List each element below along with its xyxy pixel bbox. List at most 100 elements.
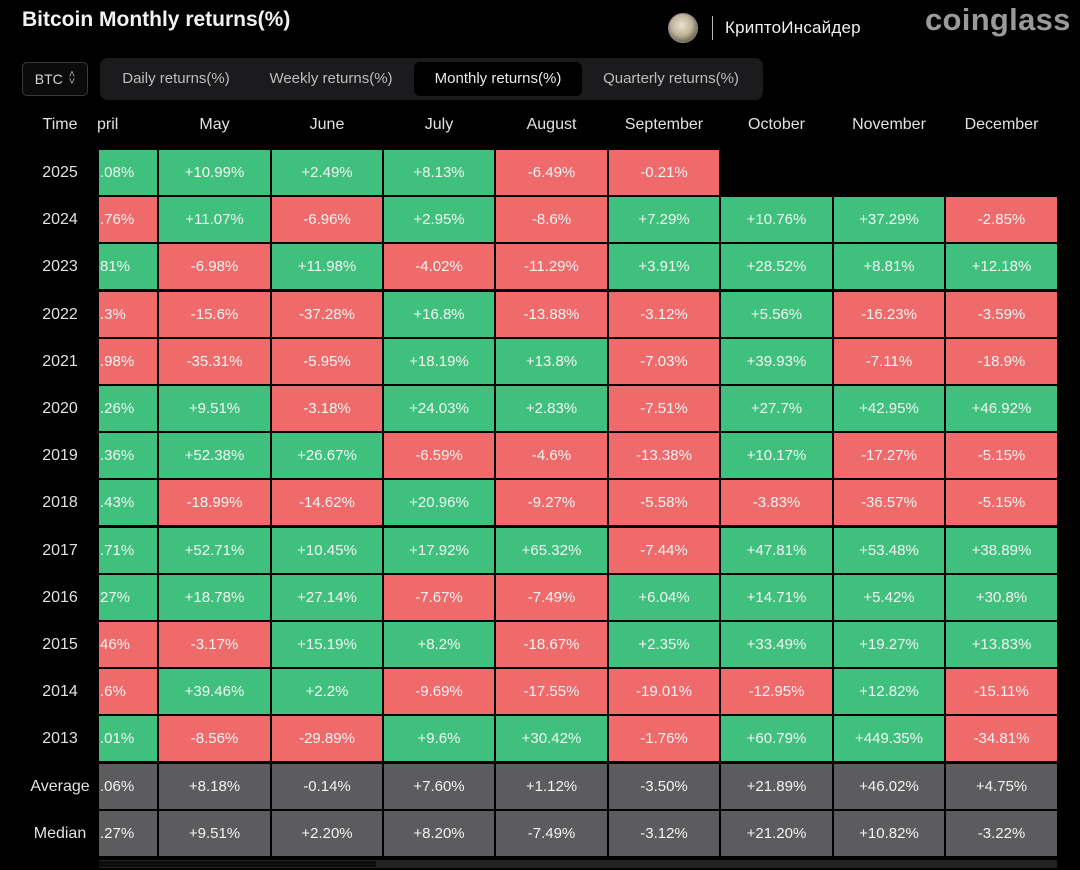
return-cell: +52.38% — [159, 433, 270, 479]
return-cell: +9.6% — [384, 716, 494, 762]
return-cell: -36.57% — [834, 480, 944, 526]
return-cell: +53.48% — [834, 527, 944, 573]
return-cell: -35.31% — [159, 338, 270, 384]
return-cell: +15.19% — [272, 622, 382, 667]
return-cell: .71% — [99, 527, 157, 573]
return-cell: 27% — [99, 574, 157, 620]
return-cell: +17.92% — [384, 527, 494, 573]
return-cell: +52.71% — [159, 527, 270, 573]
column-header: August — [526, 116, 577, 133]
summary-cell: +8.18% — [159, 763, 270, 809]
return-cell: .43% — [99, 480, 157, 526]
column-header: November — [852, 116, 926, 133]
page-title: Bitcoin Monthly returns(%) — [22, 8, 291, 31]
summary-cell: +2.20% — [272, 810, 382, 856]
return-cell: +2.95% — [384, 197, 494, 243]
return-cell: -3.12% — [609, 291, 719, 337]
return-cell: -3.83% — [721, 480, 832, 526]
return-cell: +2.2% — [272, 669, 382, 715]
summary-cell: +7.60% — [384, 763, 494, 809]
return-cell: -8.6% — [496, 197, 607, 243]
year-row-label: 2025 — [42, 164, 78, 181]
return-cell: -0.21% — [609, 150, 719, 195]
summary-cell: .06% — [99, 763, 157, 809]
return-cell: +449.35% — [834, 716, 944, 762]
scrollbar-thumb[interactable] — [99, 861, 376, 867]
return-cell: .3% — [99, 291, 157, 337]
return-cell: +27.14% — [272, 574, 382, 620]
year-row-label: 2022 — [42, 305, 78, 323]
return-cell: +2.83% — [496, 386, 607, 431]
tab-monthly-returns[interactable]: Monthly returns(%) — [414, 62, 582, 96]
return-cell: -9.27% — [496, 480, 607, 526]
column-header: pril — [97, 116, 119, 133]
summary-cell: -3.12% — [609, 810, 719, 856]
summary-cell: +1.12% — [496, 763, 607, 809]
return-cell: +26.67% — [272, 433, 382, 479]
return-cell: -18.99% — [159, 480, 270, 526]
row-header-time: Time — [42, 116, 78, 133]
return-cell: -15.6% — [159, 291, 270, 337]
summary-row-label: Median — [33, 824, 87, 842]
return-cell: -8.56% — [159, 716, 270, 762]
returns-table: Time pril May June July August September Octob… — [0, 108, 1080, 870]
horizontal-scrollbar[interactable] — [99, 860, 1057, 868]
return-cell: +39.93% — [721, 338, 832, 384]
return-cell: -11.29% — [496, 244, 607, 290]
brand-name: КриптоИнсайдер — [725, 18, 861, 37]
year-row-label: 2020 — [42, 400, 78, 417]
return-cell: +12.82% — [834, 669, 944, 715]
return-cell: +14.71% — [721, 574, 832, 620]
return-cell: -14.62% — [272, 480, 382, 526]
summary-cell: -7.49% — [496, 810, 607, 856]
return-cell: -5.58% — [609, 480, 719, 526]
summary-row-label: Average — [30, 777, 90, 795]
return-cell: -3.59% — [946, 291, 1057, 337]
return-cell: +18.19% — [384, 338, 494, 384]
return-cell: -13.38% — [609, 433, 719, 479]
return-cell: +20.96% — [384, 480, 494, 526]
return-cell: -6.59% — [384, 433, 494, 479]
return-cell: .6% — [99, 669, 157, 715]
return-cell: +39.46% — [159, 669, 270, 715]
return-cell: +10.45% — [272, 527, 382, 573]
tab-daily-returns[interactable]: Daily returns(%) — [122, 70, 230, 87]
summary-cell: +10.82% — [834, 810, 944, 856]
chevron-up-down-icon: ˄ ˅ — [68, 69, 76, 88]
return-cell: 81% — [99, 244, 157, 290]
year-row-label: 2023 — [42, 258, 78, 276]
return-cell: +8.81% — [834, 244, 944, 290]
return-cell: -4.02% — [384, 244, 494, 290]
return-cell: -7.51% — [609, 386, 719, 431]
coin-select[interactable]: BTC ˄ ˅ — [22, 62, 88, 96]
return-cell: +60.79% — [721, 716, 832, 762]
summary-cell: +46.02% — [834, 763, 944, 809]
return-cell: -15.11% — [946, 669, 1057, 715]
return-cell: +11.07% — [159, 197, 270, 243]
return-cell: .36% — [99, 433, 157, 479]
return-cell: +16.8% — [384, 291, 494, 337]
return-cell: +10.99% — [159, 150, 270, 195]
summary-cell: +21.89% — [721, 763, 832, 809]
return-cell: -9.69% — [384, 669, 494, 715]
return-cell: +3.91% — [609, 244, 719, 290]
return-cell: .76% — [99, 197, 157, 243]
coinglass-logo: coinglass — [925, 2, 1071, 37]
return-cell: .26% — [99, 386, 157, 431]
return-cell: +42.95% — [834, 386, 944, 431]
tab-quarterly-returns[interactable]: Quarterly returns(%) — [603, 70, 739, 87]
return-cell: -7.44% — [609, 527, 719, 573]
return-cell: -6.98% — [159, 244, 270, 290]
summary-cell: +8.20% — [384, 810, 494, 856]
brand-watermark: КриптоИнсайдер — [668, 12, 861, 44]
return-cell: -17.55% — [496, 669, 607, 715]
return-cell: +8.13% — [384, 150, 494, 195]
return-cell: -34.81% — [946, 716, 1057, 762]
return-cell: +5.56% — [721, 291, 832, 337]
tab-weekly-returns[interactable]: Weekly returns(%) — [269, 70, 393, 87]
year-row-label: 2019 — [42, 447, 78, 465]
return-cell: +65.32% — [496, 527, 607, 573]
return-cell: .98% — [99, 338, 157, 384]
summary-cell: +4.75% — [946, 763, 1057, 809]
return-cell: -3.18% — [272, 386, 382, 431]
